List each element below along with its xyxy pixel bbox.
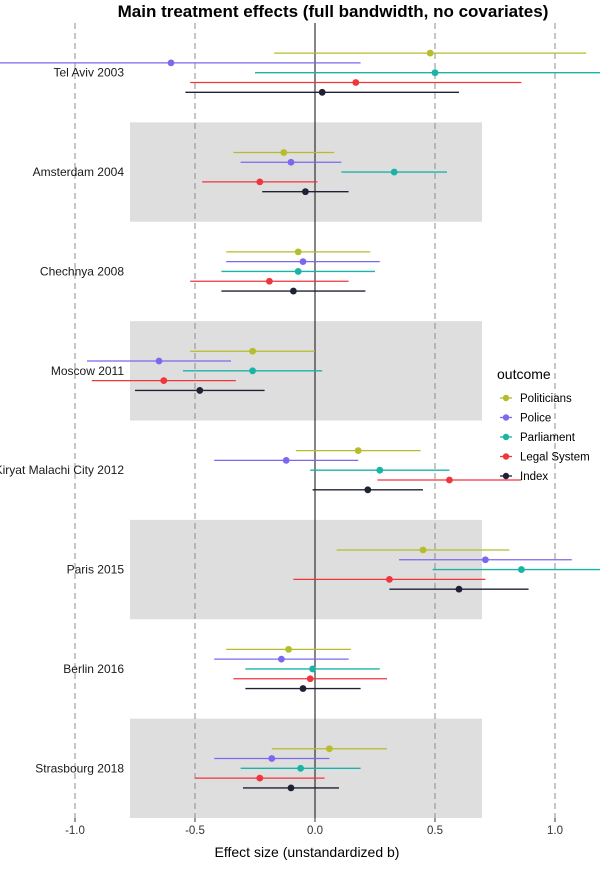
point-estimate — [294, 268, 302, 275]
x-axis-title: Effect size (unstandardized b) — [215, 844, 400, 860]
point-estimate — [160, 377, 168, 385]
point-estimate — [299, 685, 307, 692]
point-estimate — [268, 755, 276, 762]
point-estimate — [455, 585, 463, 593]
legend-key-point — [502, 453, 510, 460]
point-estimate — [249, 347, 256, 355]
legend-key-point — [502, 414, 510, 421]
point-estimate — [426, 49, 434, 57]
category-label: Moscow 2011 — [51, 364, 124, 378]
point-estimate — [285, 645, 292, 653]
legend-label: Police — [520, 413, 551, 425]
legend-title: outcome — [497, 366, 551, 382]
point-estimate — [431, 69, 439, 77]
point-estimate — [309, 665, 316, 673]
point-estimate — [256, 178, 264, 186]
legend: outcome Politicians Police Parliament Legal… — [497, 366, 590, 483]
legend-label: Legal System — [520, 452, 590, 464]
legend-key-point — [502, 433, 510, 441]
point-estimate — [446, 476, 453, 484]
legend-label: Index — [520, 471, 548, 483]
reference-lines — [74, 23, 556, 818]
x-tick-label: -1.0 — [65, 825, 85, 837]
point-estimate — [390, 168, 398, 176]
point-estimate — [306, 675, 314, 683]
point-estimate — [318, 88, 326, 96]
point-estimate — [266, 277, 273, 285]
category-label: Strasbourg 2018 — [35, 761, 124, 775]
point-estimate — [167, 59, 175, 67]
point-estimates — [155, 49, 525, 792]
point-estimate — [386, 575, 393, 583]
point-estimate — [256, 774, 264, 782]
point-estimate — [352, 79, 360, 86]
point-estimate — [302, 188, 309, 196]
point-estimate — [278, 655, 285, 663]
category-label: Paris 2015 — [67, 563, 125, 577]
point-estimate — [282, 456, 290, 464]
point-estimate — [287, 784, 295, 792]
point-estimate — [376, 466, 384, 474]
point-estimate — [294, 248, 302, 256]
x-tick-label: 0.5 — [427, 825, 443, 837]
legend-label: Politicians — [520, 393, 572, 405]
point-estimate — [482, 556, 489, 564]
category-label: Chechnya 2008 — [40, 264, 124, 278]
point-estimate — [290, 287, 297, 295]
point-estimate — [249, 367, 256, 375]
legend-label: Parliament — [520, 432, 576, 444]
point-estimate — [518, 566, 525, 573]
point-estimate — [287, 158, 295, 166]
axes: Tel Aviv 2003 Amsterdam 2004 Chechnya 2008… — [0, 66, 563, 837]
category-label: Tel Aviv 2003 — [54, 66, 125, 80]
chart-title: Main treatment effects (full bandwidth, … — [118, 2, 549, 21]
category-band-shaded — [130, 519, 482, 620]
confidence-intervals — [0, 52, 600, 789]
point-estimate — [419, 546, 427, 554]
category-label: Amsterdam 2004 — [33, 165, 125, 179]
point-estimate — [196, 387, 204, 394]
point-estimate — [155, 357, 163, 365]
x-tick-label: 1.0 — [547, 825, 563, 837]
category-label: Berlin 2016 — [63, 662, 124, 676]
point-estimate — [299, 258, 307, 266]
point-estimate — [364, 486, 372, 494]
legend-key-point — [502, 472, 510, 480]
point-estimate — [297, 764, 304, 772]
x-tick-label: 0.0 — [307, 825, 323, 837]
point-estimate — [326, 745, 333, 753]
point-estimate — [354, 447, 362, 454]
x-tick-label: -0.5 — [185, 825, 205, 837]
point-estimate — [280, 149, 288, 156]
category-label: Kiryat Malachi City 2012 — [0, 463, 124, 477]
legend-key-point — [502, 394, 510, 402]
